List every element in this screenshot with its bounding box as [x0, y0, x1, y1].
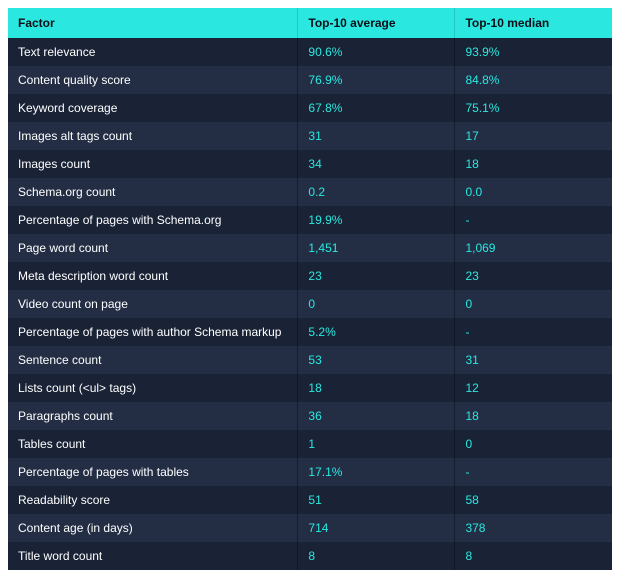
- cell-med: 0: [455, 430, 612, 458]
- cell-avg: 67.8%: [298, 94, 455, 122]
- cell-avg: 76.9%: [298, 66, 455, 94]
- cell-avg: 34: [298, 150, 455, 178]
- cell-med: 18: [455, 150, 612, 178]
- cell-med: 1,069: [455, 234, 612, 262]
- col-header-factor: Factor: [8, 8, 298, 38]
- seo-factors-table-container: Factor Top-10 average Top-10 median Text…: [8, 8, 612, 570]
- cell-med: 0.0: [455, 178, 612, 206]
- cell-med: 93.9%: [455, 38, 612, 66]
- col-header-med: Top-10 median: [455, 8, 612, 38]
- cell-factor: Video count on page: [8, 290, 298, 318]
- table-row: Title word count88: [8, 542, 612, 570]
- cell-factor: Content age (in days): [8, 514, 298, 542]
- cell-avg: 1,451: [298, 234, 455, 262]
- table-row: Meta description word count2323: [8, 262, 612, 290]
- table-row: Page word count1,4511,069: [8, 234, 612, 262]
- cell-avg: 17.1%: [298, 458, 455, 486]
- cell-avg: 0: [298, 290, 455, 318]
- cell-med: 75.1%: [455, 94, 612, 122]
- cell-factor: Percentage of pages with Schema.org: [8, 206, 298, 234]
- cell-med: 12: [455, 374, 612, 402]
- cell-med: 17: [455, 122, 612, 150]
- cell-factor: Text relevance: [8, 38, 298, 66]
- table-body: Text relevance90.6%93.9%Content quality …: [8, 38, 612, 570]
- cell-factor: Paragraphs count: [8, 402, 298, 430]
- cell-med: -: [455, 318, 612, 346]
- cell-med: 58: [455, 486, 612, 514]
- cell-avg: 31: [298, 122, 455, 150]
- table-row: Keyword coverage67.8%75.1%: [8, 94, 612, 122]
- cell-med: -: [455, 458, 612, 486]
- table-row: Content quality score76.9%84.8%: [8, 66, 612, 94]
- cell-med: 8: [455, 542, 612, 570]
- cell-factor: Images count: [8, 150, 298, 178]
- cell-factor: Tables count: [8, 430, 298, 458]
- cell-avg: 5.2%: [298, 318, 455, 346]
- cell-factor: Keyword coverage: [8, 94, 298, 122]
- table-row: Sentence count5331: [8, 346, 612, 374]
- cell-avg: 19.9%: [298, 206, 455, 234]
- table-row: Readability score5158: [8, 486, 612, 514]
- cell-factor: Sentence count: [8, 346, 298, 374]
- cell-avg: 23: [298, 262, 455, 290]
- cell-factor: Content quality score: [8, 66, 298, 94]
- cell-med: 378: [455, 514, 612, 542]
- col-header-avg: Top-10 average: [298, 8, 455, 38]
- table-row: Video count on page00: [8, 290, 612, 318]
- cell-avg: 1: [298, 430, 455, 458]
- cell-factor: Schema.org count: [8, 178, 298, 206]
- cell-avg: 53: [298, 346, 455, 374]
- cell-med: 18: [455, 402, 612, 430]
- table-row: Tables count10: [8, 430, 612, 458]
- cell-med: 31: [455, 346, 612, 374]
- table-row: Images alt tags count3117: [8, 122, 612, 150]
- cell-avg: 36: [298, 402, 455, 430]
- table-header: Factor Top-10 average Top-10 median: [8, 8, 612, 38]
- cell-factor: Lists count (<ul> tags): [8, 374, 298, 402]
- cell-factor: Percentage of pages with author Schema m…: [8, 318, 298, 346]
- cell-factor: Title word count: [8, 542, 298, 570]
- cell-avg: 0.2: [298, 178, 455, 206]
- cell-factor: Meta description word count: [8, 262, 298, 290]
- cell-med: 23: [455, 262, 612, 290]
- cell-med: -: [455, 206, 612, 234]
- cell-factor: Readability score: [8, 486, 298, 514]
- cell-avg: 90.6%: [298, 38, 455, 66]
- cell-factor: Page word count: [8, 234, 298, 262]
- seo-factors-table: Factor Top-10 average Top-10 median Text…: [8, 8, 612, 570]
- cell-avg: 714: [298, 514, 455, 542]
- table-row: Paragraphs count3618: [8, 402, 612, 430]
- table-row: Content age (in days)714378: [8, 514, 612, 542]
- table-row: Images count3418: [8, 150, 612, 178]
- cell-avg: 51: [298, 486, 455, 514]
- table-row: Percentage of pages with Schema.org19.9%…: [8, 206, 612, 234]
- cell-factor: Images alt tags count: [8, 122, 298, 150]
- table-row: Lists count (<ul> tags)1812: [8, 374, 612, 402]
- cell-med: 84.8%: [455, 66, 612, 94]
- cell-avg: 8: [298, 542, 455, 570]
- table-row: Percentage of pages with tables17.1%-: [8, 458, 612, 486]
- cell-factor: Percentage of pages with tables: [8, 458, 298, 486]
- table-row: Percentage of pages with author Schema m…: [8, 318, 612, 346]
- cell-avg: 18: [298, 374, 455, 402]
- table-row: Schema.org count0.20.0: [8, 178, 612, 206]
- table-row: Text relevance90.6%93.9%: [8, 38, 612, 66]
- cell-med: 0: [455, 290, 612, 318]
